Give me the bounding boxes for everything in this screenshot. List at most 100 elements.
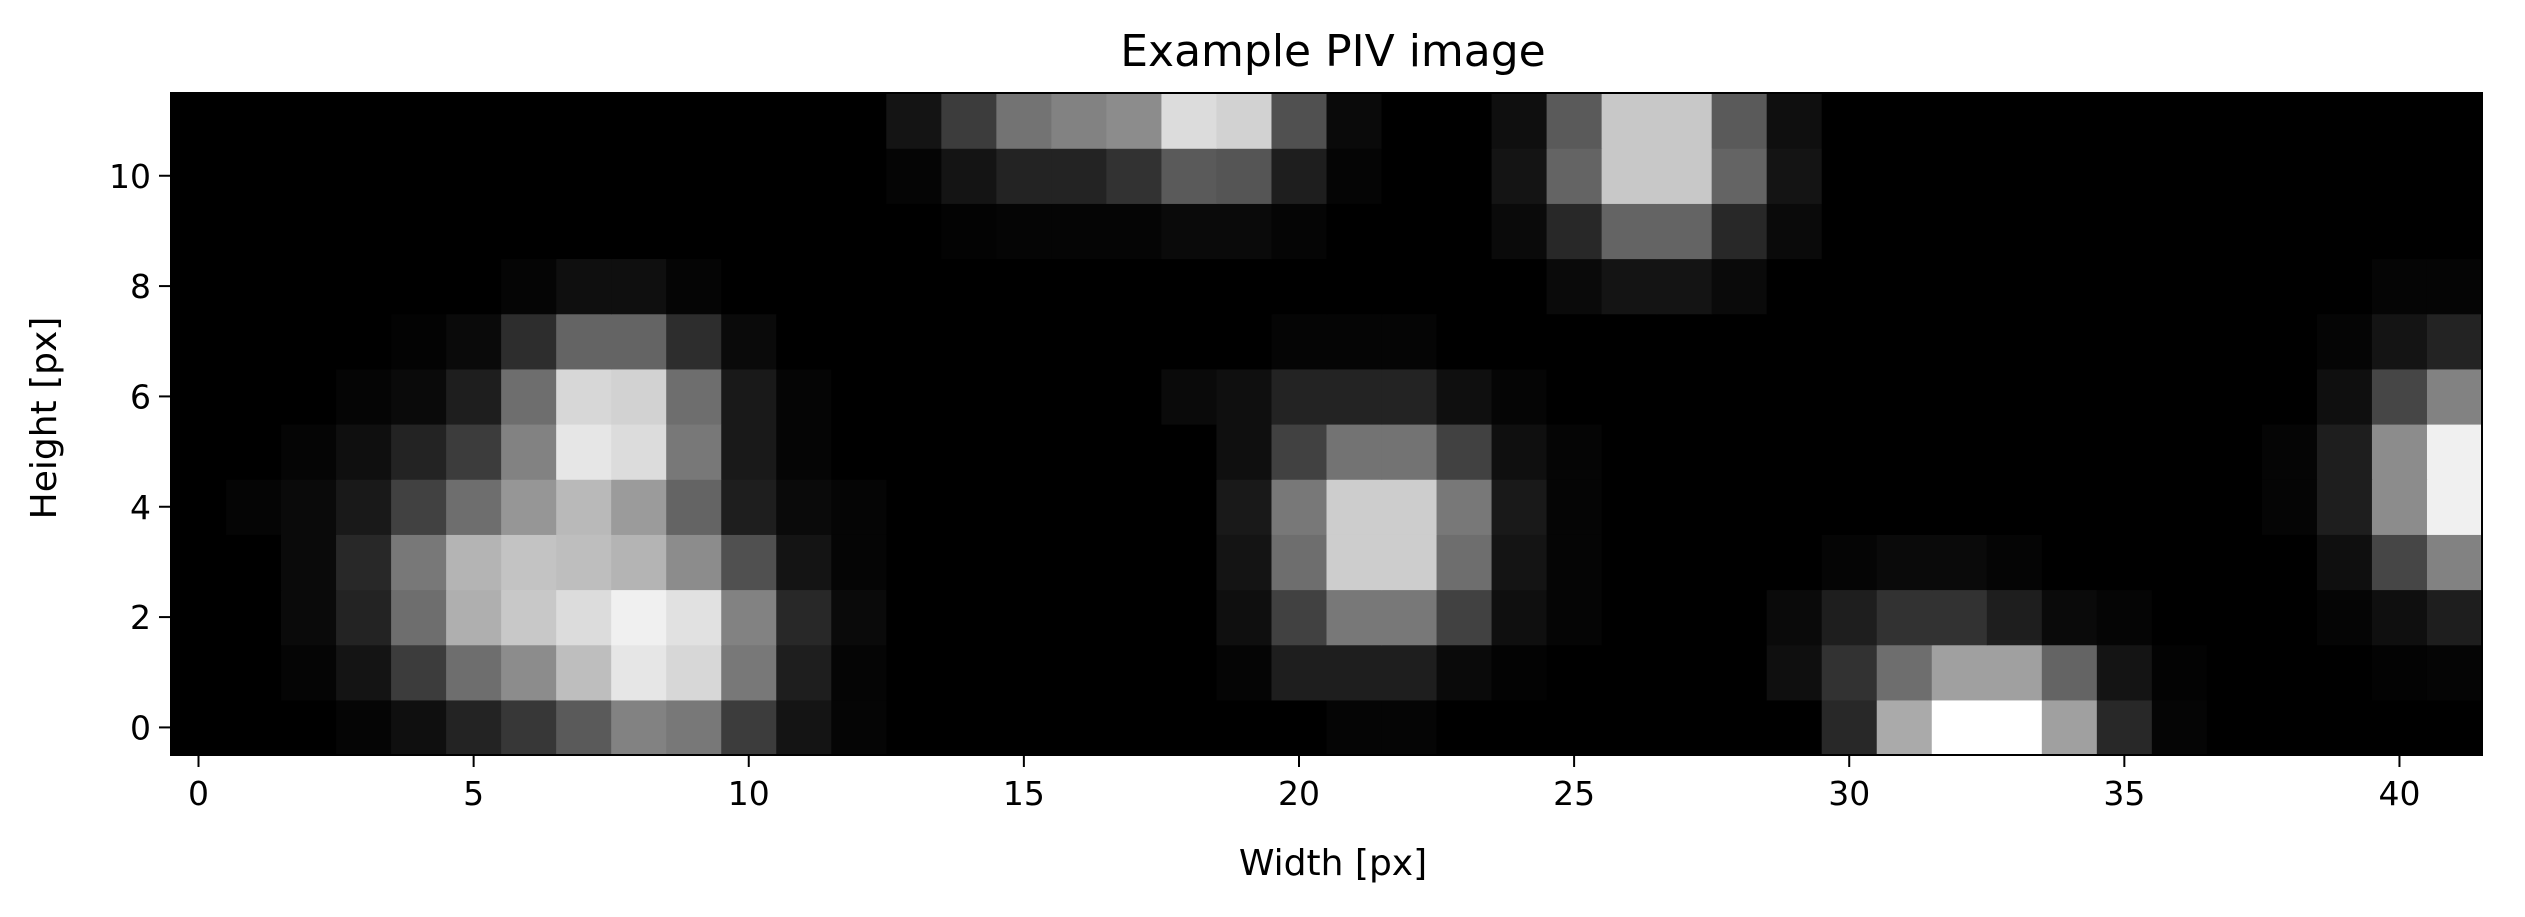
x-tick-label: 35 — [2103, 774, 2145, 813]
heatmap-cell — [611, 534, 667, 591]
heatmap-cell — [391, 644, 447, 701]
heatmap-cell — [2151, 699, 2208, 756]
heatmap-cell — [226, 424, 282, 480]
heatmap-cell — [446, 534, 502, 591]
heatmap-cell — [611, 644, 667, 701]
heatmap-cell — [776, 424, 832, 480]
heatmap-cell — [886, 644, 942, 701]
heatmap-cell — [1986, 534, 2043, 591]
heatmap-cell — [886, 93, 942, 149]
heatmap-cell — [1491, 258, 1548, 315]
heatmap-cell — [831, 534, 887, 591]
heatmap-cell — [1326, 368, 1383, 425]
heatmap-cell — [446, 424, 502, 480]
heatmap-cell — [2426, 313, 2483, 370]
heatmap-cell — [1051, 368, 1107, 425]
heatmap-cell — [666, 148, 722, 204]
heatmap-cell — [1491, 424, 1548, 480]
heatmap-cell — [171, 148, 227, 204]
heatmap-cell — [721, 148, 777, 204]
heatmap-cell — [2041, 368, 2098, 425]
heatmap-cell — [1161, 258, 1218, 315]
heatmap-cell — [2206, 258, 2263, 315]
heatmap-cell — [831, 644, 887, 701]
heatmap-cell — [1656, 368, 1713, 425]
heatmap-cell — [2151, 589, 2208, 646]
heatmap-cell — [1601, 534, 1658, 591]
heatmap-cell — [1326, 313, 1383, 370]
heatmap-cell — [1601, 258, 1658, 315]
heatmap-cell — [1271, 589, 1328, 646]
heatmap-cell — [831, 479, 887, 535]
heatmap-cell — [1216, 203, 1273, 260]
heatmap-cell — [1821, 534, 1878, 591]
heatmap-cell — [171, 424, 227, 480]
x-tick-label: 15 — [1003, 774, 1045, 813]
heatmap-cell — [1161, 368, 1218, 425]
heatmap-cell — [941, 644, 997, 701]
heatmap-cell — [1986, 424, 2043, 480]
heatmap-cell — [1601, 699, 1658, 756]
heatmap-cell — [2096, 534, 2153, 591]
heatmap-cell — [941, 699, 997, 756]
heatmap-cell — [501, 424, 557, 480]
heatmap-cell — [2261, 368, 2318, 425]
heatmap-cell — [1491, 644, 1548, 701]
heatmap-cell — [1876, 589, 1933, 646]
heatmap-cell — [1271, 644, 1328, 701]
heatmap-cell — [1876, 699, 1933, 756]
heatmap-cell — [226, 368, 282, 425]
heatmap-cell — [776, 258, 832, 315]
heatmap-cell — [2096, 424, 2153, 480]
heatmap-cell — [1161, 644, 1218, 701]
heatmap-cell — [886, 479, 942, 535]
heatmap-cell — [941, 258, 997, 315]
heatmap-cell — [996, 534, 1052, 591]
heatmap-cell — [1821, 203, 1878, 260]
heatmap-cell — [1326, 148, 1383, 204]
heatmap-cell — [776, 534, 832, 591]
heatmap-cell — [2426, 203, 2483, 260]
heatmap-cell — [1931, 93, 1988, 149]
heatmap-cell — [1436, 368, 1493, 425]
heatmap-cell — [1106, 148, 1163, 204]
heatmap-cell — [1271, 479, 1328, 535]
heatmap-cell — [996, 258, 1052, 315]
heatmap-cell — [2041, 644, 2098, 701]
heatmap-cell — [1546, 699, 1603, 756]
heatmap-cell — [1491, 313, 1548, 370]
heatmap-cell — [1161, 203, 1218, 260]
heatmap-cell — [391, 479, 447, 535]
heatmap-cell — [1821, 644, 1878, 701]
heatmap-cell — [1656, 534, 1713, 591]
heatmap-cell — [2261, 534, 2318, 591]
heatmap-cell — [2151, 258, 2208, 315]
heatmap-cell — [2096, 479, 2153, 535]
heatmap-cell — [1821, 589, 1878, 646]
heatmap-cell — [281, 93, 337, 149]
heatmap-cell — [1216, 644, 1273, 701]
heatmap-cell — [1986, 258, 2043, 315]
heatmap-cell — [556, 313, 612, 370]
heatmap-cell — [2371, 699, 2428, 756]
heatmap-cell — [446, 644, 502, 701]
heatmap-cell — [171, 479, 227, 535]
heatmap-cell — [1381, 368, 1438, 425]
heatmap-cell — [2426, 258, 2483, 315]
heatmap-cell — [1876, 479, 1933, 535]
heatmap-cell — [1656, 644, 1713, 701]
heatmap-cell — [1051, 534, 1107, 591]
heatmap-cell — [2151, 424, 2208, 480]
heatmap-cell — [2371, 148, 2428, 204]
heatmap-cell — [666, 424, 722, 480]
heatmap-cell — [1821, 93, 1878, 149]
heatmap-cell — [721, 479, 777, 535]
heatmap-cell — [1766, 148, 1823, 204]
heatmap-cell — [1216, 258, 1273, 315]
heatmap-cell — [2261, 148, 2318, 204]
heatmap-cell — [2316, 699, 2373, 756]
heatmap-cell — [1986, 313, 2043, 370]
heatmap-cell — [1766, 424, 1823, 480]
chart-title: Example PIV image — [1120, 26, 1546, 77]
heatmap-cell — [1491, 93, 1548, 149]
